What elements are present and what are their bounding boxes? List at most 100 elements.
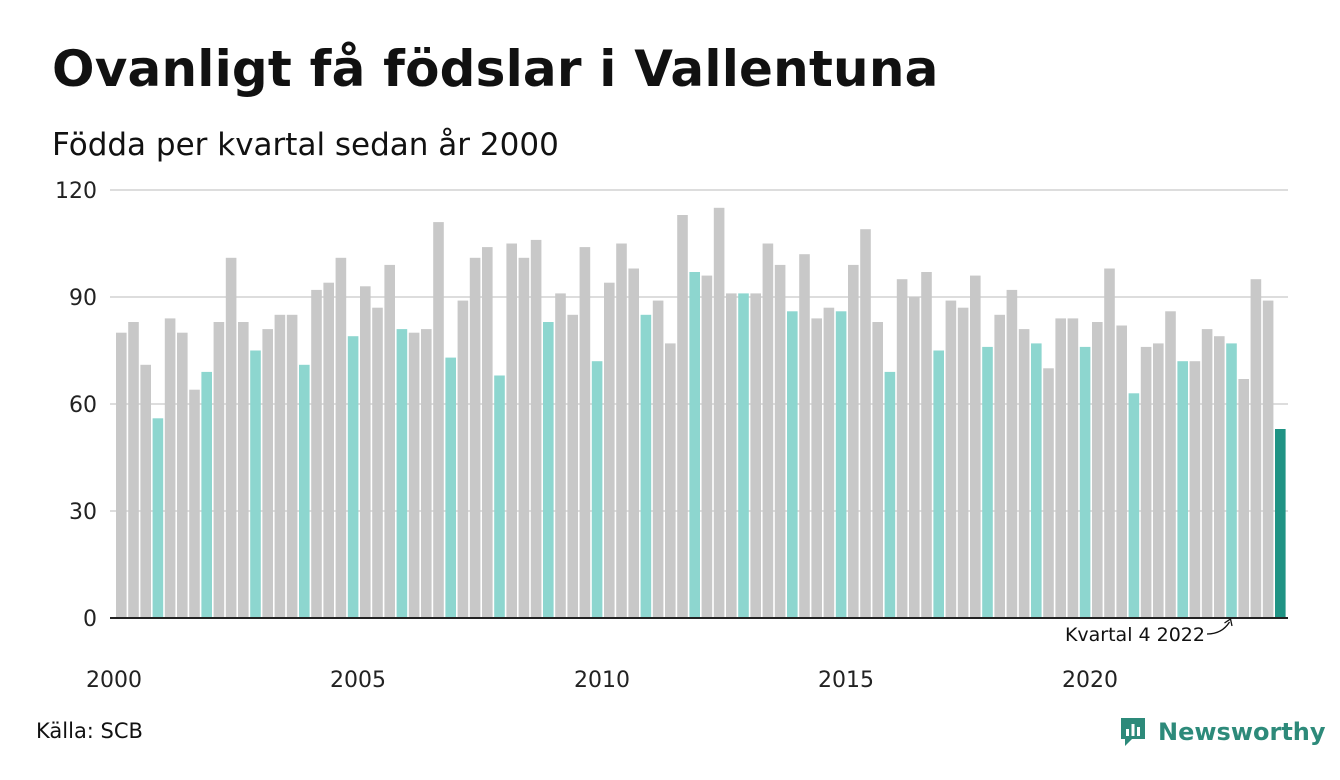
bar (225, 257, 237, 618)
bar (567, 314, 578, 618)
bar (1165, 311, 1176, 618)
bar (689, 272, 700, 618)
annotation-label: Kvartal 4 2022 (1065, 624, 1205, 646)
bar (116, 332, 127, 618)
bar (323, 282, 334, 618)
bar (1140, 346, 1152, 618)
bar (299, 364, 310, 618)
bar (1043, 368, 1054, 618)
y-tick-label: 30 (69, 500, 97, 525)
bar (213, 322, 225, 618)
bar (360, 286, 371, 618)
bar (1006, 289, 1018, 618)
y-tick-label: 60 (69, 393, 97, 418)
bar (421, 329, 432, 618)
bar (1177, 361, 1188, 618)
bar (1092, 322, 1103, 618)
bar (1226, 343, 1237, 618)
bar (1116, 325, 1127, 618)
annotation: Kvartal 4 2022 (1065, 617, 1233, 646)
bar (311, 289, 322, 618)
bar (201, 371, 212, 618)
bar (750, 293, 761, 618)
bar (445, 357, 456, 618)
chart-title: Ovanligt få födslar i Vallentuna (52, 40, 939, 98)
bar (762, 243, 774, 618)
x-tick-label: 2010 (574, 668, 630, 693)
bar (384, 264, 395, 618)
bar (652, 300, 664, 618)
bars (116, 207, 1286, 619)
bar (848, 264, 859, 618)
bar (591, 361, 603, 618)
bar (1201, 329, 1213, 618)
x-tick-label: 2000 (86, 668, 142, 693)
bar (518, 257, 530, 618)
bar (1018, 329, 1030, 618)
bar (726, 293, 737, 618)
bar (872, 322, 883, 618)
bar (335, 257, 347, 618)
bar (579, 247, 591, 618)
bar (1189, 361, 1201, 618)
bar (774, 264, 786, 618)
bar (616, 243, 627, 618)
bar (1067, 318, 1079, 618)
bar (1238, 379, 1249, 618)
x-tick-label: 2020 (1062, 668, 1118, 693)
x-tick-label: 2015 (818, 668, 874, 693)
x-tick-label: 2005 (330, 668, 386, 693)
chart-subtitle: Födda per kvartal sedan år 2000 (52, 127, 559, 163)
bar (530, 239, 542, 618)
bar (799, 254, 810, 618)
bar (286, 314, 298, 618)
bar (823, 307, 835, 618)
bar (921, 272, 932, 618)
bar (701, 275, 713, 618)
axes: 0 30 60 90 120 2000 2005 2010 2015 2020 (55, 179, 1288, 693)
bar (909, 297, 920, 618)
bar (1214, 336, 1225, 618)
bar (884, 371, 896, 618)
bar (152, 418, 164, 618)
annotation-arrow (1206, 621, 1231, 635)
bar (1055, 318, 1066, 618)
bar (347, 336, 359, 618)
bar (457, 300, 469, 618)
bar (957, 307, 969, 618)
bar (1262, 300, 1274, 618)
bar (896, 279, 908, 618)
bar (555, 293, 566, 618)
bar (970, 275, 981, 618)
annotation-arrowhead (1224, 617, 1233, 627)
bar (433, 222, 444, 618)
bar (640, 314, 652, 618)
bar (408, 332, 420, 618)
bar (469, 257, 481, 618)
bar (713, 207, 725, 619)
bar (177, 332, 188, 618)
bar (677, 215, 688, 618)
bar (189, 389, 200, 618)
bar (1128, 393, 1140, 618)
bar (811, 318, 822, 618)
bar (506, 243, 517, 618)
bar (396, 329, 408, 618)
bar (994, 314, 1005, 618)
bar (945, 300, 957, 618)
bar (860, 229, 871, 618)
bar (164, 318, 176, 618)
bar (665, 343, 676, 618)
y-tick-label: 120 (55, 179, 97, 204)
bar (1104, 268, 1115, 618)
brand-logo[interactable]: Newsworthy (1118, 713, 1326, 751)
bar (274, 314, 286, 618)
bar (1250, 279, 1262, 618)
bar (140, 364, 151, 618)
bar (543, 322, 554, 618)
bar (494, 375, 505, 618)
bar (835, 311, 847, 618)
bar (482, 247, 493, 618)
brand-name: Newsworthy (1158, 718, 1326, 746)
bar (1275, 429, 1286, 618)
